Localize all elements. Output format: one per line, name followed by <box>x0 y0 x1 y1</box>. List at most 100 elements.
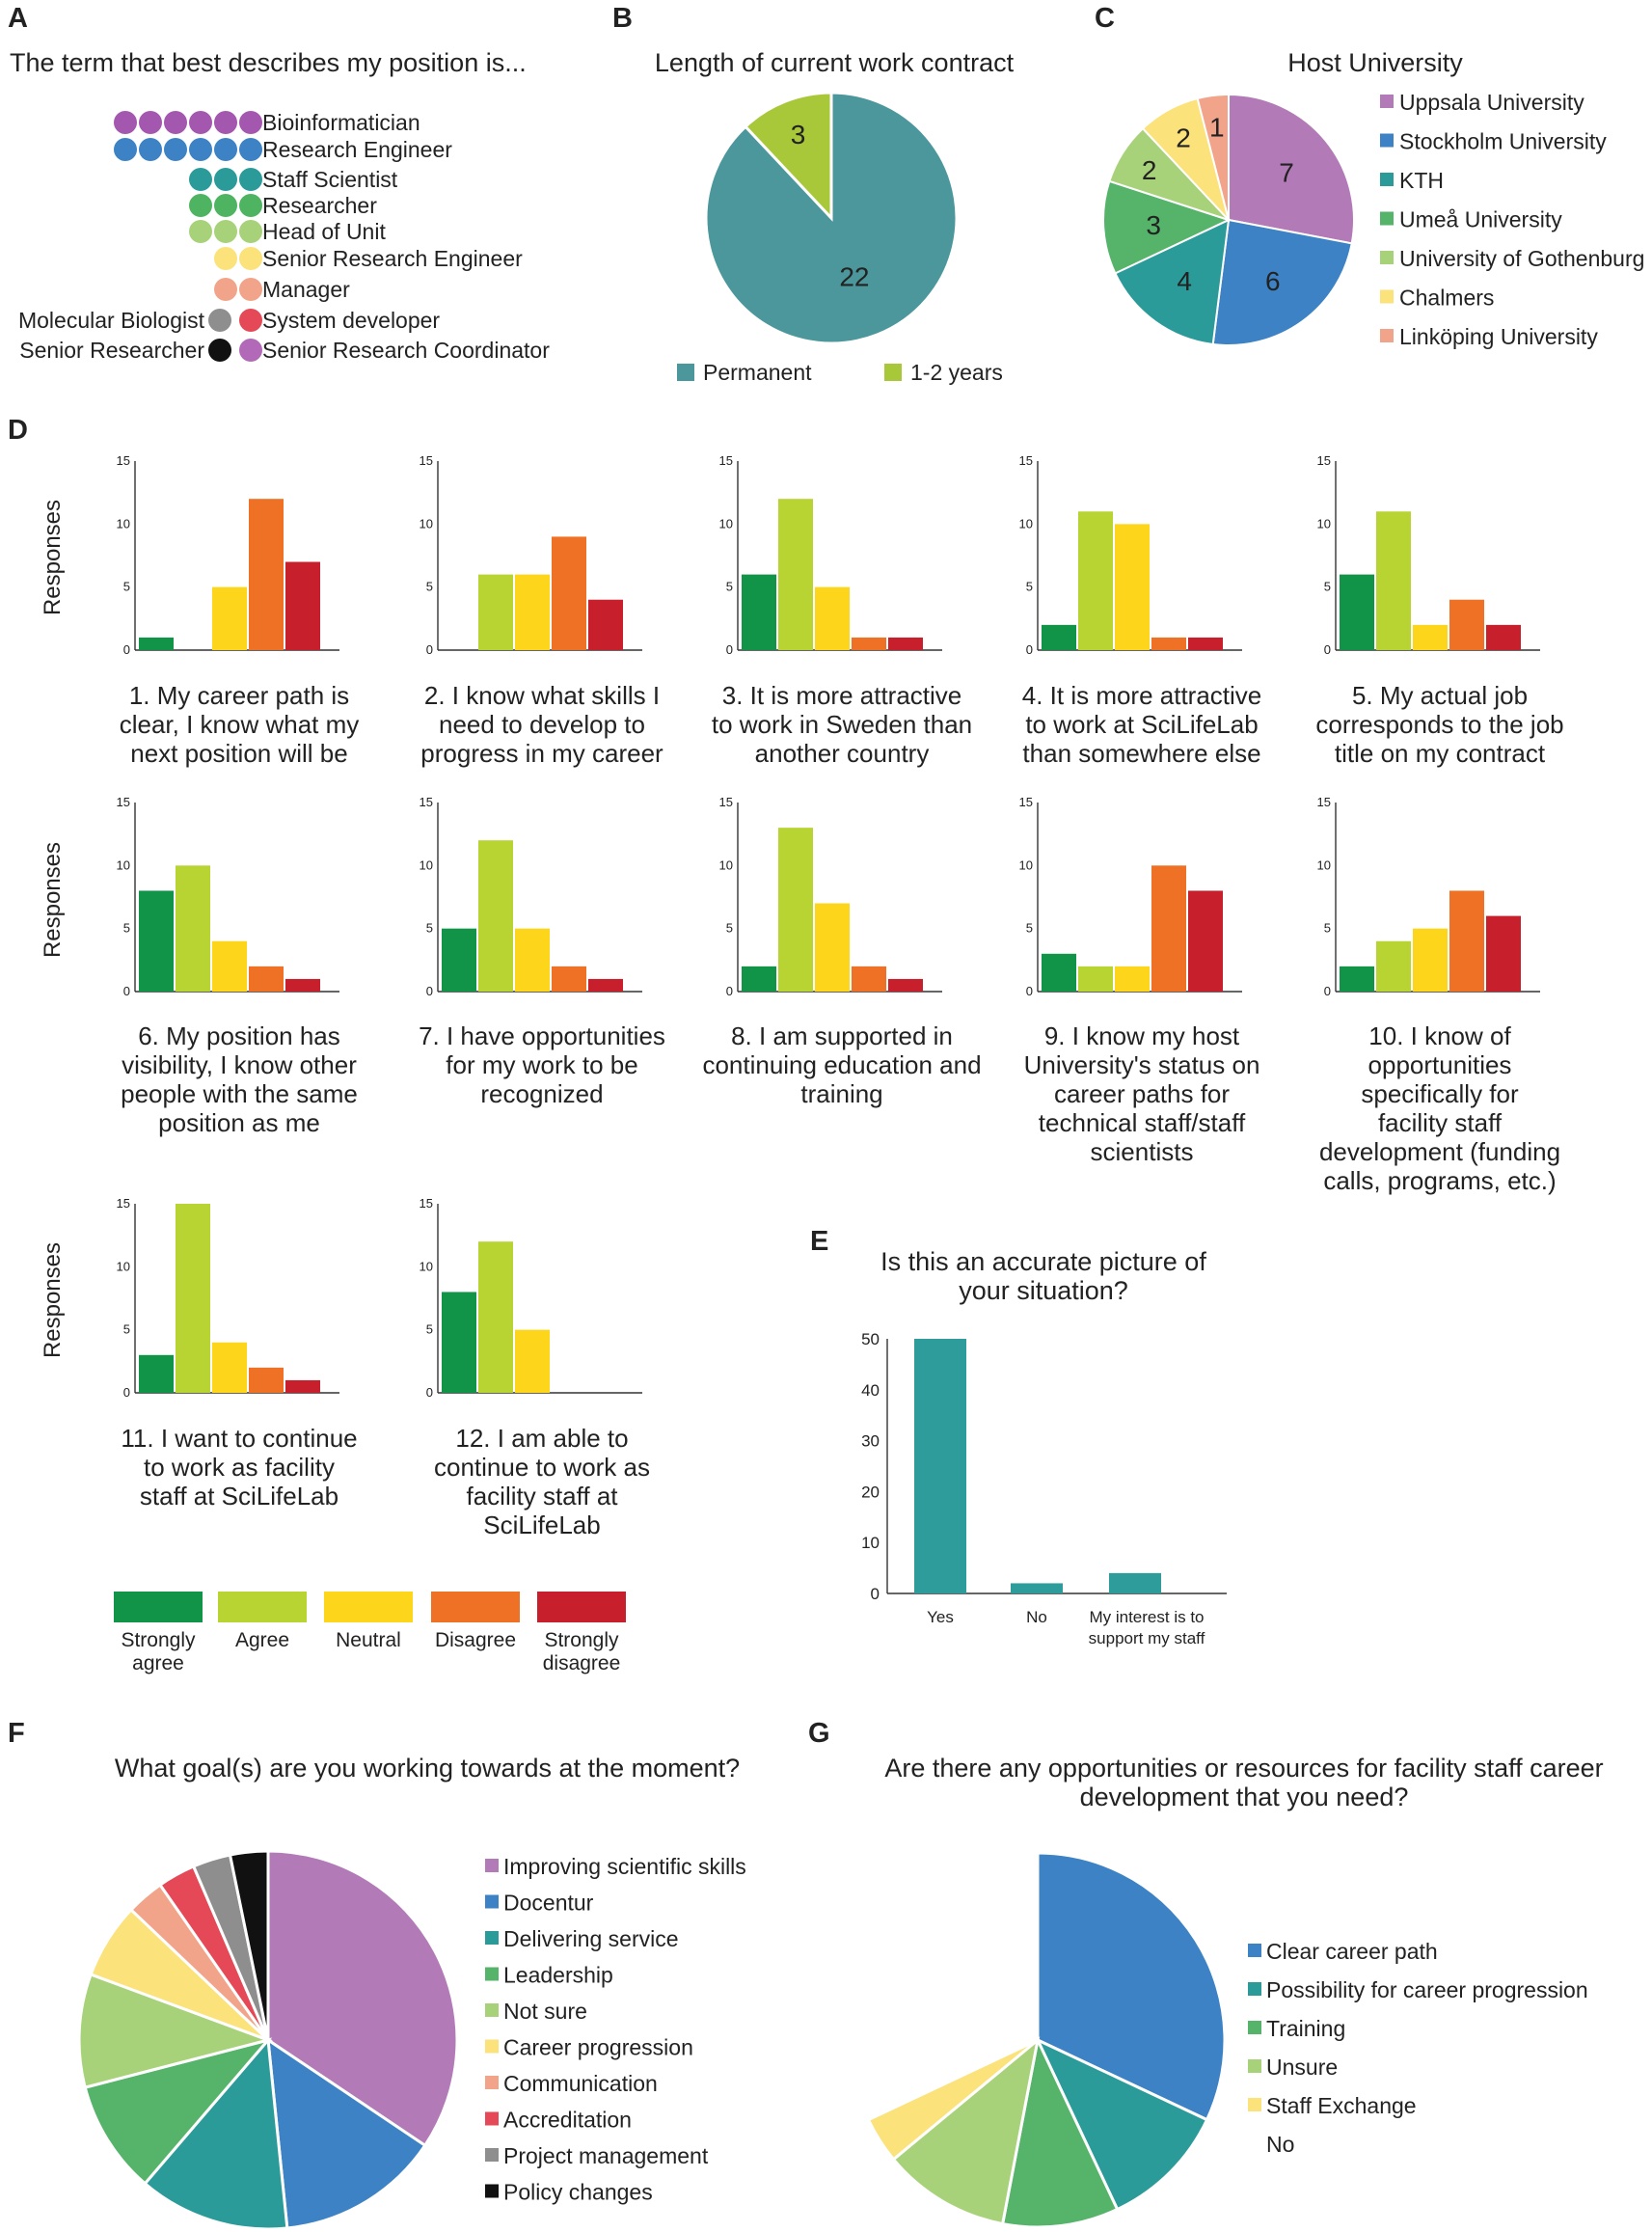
text-line: another country <box>755 739 930 768</box>
position-label: Head of Unit <box>262 219 386 244</box>
legend-swatch <box>485 1931 499 1945</box>
likert-chart-12: 0 5 10 15 12. I am able to continue to work a… <box>420 1196 650 1539</box>
legend-swatch <box>485 1967 499 1981</box>
likert-bar <box>1188 890 1223 992</box>
legend-swatch <box>1380 133 1394 148</box>
text-line: development that you need? <box>1080 1783 1409 1811</box>
legend-swatch <box>485 2039 499 2054</box>
pie-slice <box>228 1849 270 2041</box>
y-tick-label: 5 <box>123 921 130 936</box>
pie-slice <box>866 2038 1039 2162</box>
likert-bar <box>852 966 886 992</box>
text-line: 4. It is more attractive <box>1022 681 1262 710</box>
text-line: to work in Sweden than <box>712 710 972 739</box>
y-tick-label: 10 <box>117 857 130 872</box>
text-line: to work at SciLifeLab <box>1025 710 1258 739</box>
y-tick-label: 0 <box>726 642 733 657</box>
legend-label: Not sure <box>503 1999 587 2024</box>
question-title: 9. I know my host University's status on c… <box>1024 1021 1260 1166</box>
likert-bar <box>139 637 174 650</box>
y-tick-label: 15 <box>117 453 130 468</box>
y-tick-label: 5 <box>426 921 433 936</box>
panel-label-g: G <box>808 1718 830 1749</box>
text-line: than somewhere else <box>1022 739 1260 768</box>
text-line: Are there any opportunities or resources… <box>884 1754 1603 1783</box>
slice-value-label: 1 <box>1209 112 1225 142</box>
response-bar <box>1109 1572 1161 1593</box>
text-line: My interest is to <box>1089 1608 1204 1626</box>
likert-bar <box>588 599 623 650</box>
text-line: need to develop to <box>439 710 645 739</box>
position-label: Staff Scientist <box>262 167 398 192</box>
y-tick-label: 10 <box>719 857 733 872</box>
likert-bar <box>1413 928 1448 992</box>
position-dot <box>189 220 212 243</box>
likert-bar <box>1078 966 1113 992</box>
legend-swatch <box>114 1592 203 1622</box>
position-dot <box>239 168 262 191</box>
panel-label-d: D <box>8 415 28 446</box>
legend-label: KTH <box>1399 168 1444 193</box>
likert-bar <box>1188 637 1223 650</box>
y-tick-label: 20 <box>861 1483 880 1501</box>
legend-label: Stockholm University <box>1399 129 1607 154</box>
position-dot <box>239 309 262 332</box>
position-dot <box>114 111 137 134</box>
legend-swatch <box>677 364 694 381</box>
likert-bar <box>1115 966 1150 992</box>
text-line: 1. My career path is <box>129 681 349 710</box>
slice-value-label: 3 <box>791 120 806 150</box>
y-tick-label: 0 <box>426 1385 433 1400</box>
y-tick-label: 10 <box>420 1259 433 1273</box>
slice-value-label: 4 <box>1177 266 1192 296</box>
text-line: Strongly <box>544 1629 619 1651</box>
likert-bar <box>139 1354 174 1393</box>
position-dot <box>208 339 231 362</box>
legend-swatch <box>218 1592 307 1622</box>
slice-value-label: 3 <box>1146 210 1161 240</box>
y-tick-label: 5 <box>426 580 433 594</box>
likert-bar <box>515 1329 550 1393</box>
likert-bar <box>478 840 513 992</box>
likert-bar <box>742 574 776 650</box>
likert-bar <box>1042 953 1076 992</box>
response-bar <box>914 1339 966 1593</box>
likert-bar <box>285 1379 320 1393</box>
legend-swatch <box>1248 1982 1261 1996</box>
legend-label: Docentur <box>503 1891 594 1916</box>
text-line: scientists <box>1091 1137 1194 1166</box>
likert-bar <box>478 1241 513 1393</box>
legend-swatch <box>324 1592 413 1622</box>
y-tick-label: 10 <box>1019 516 1033 531</box>
y-tick-label: 50 <box>861 1330 880 1348</box>
y-tick-label: 5 <box>726 580 733 594</box>
position-dot <box>239 111 262 134</box>
likert-bar <box>1151 865 1186 992</box>
position-dot <box>214 138 237 161</box>
position-dot <box>239 278 262 301</box>
y-tick-label: 0 <box>1324 984 1331 998</box>
position-dot <box>164 111 187 134</box>
panel-f-pie-chart: Improving scientific skills Docentur Deliv… <box>77 1849 746 2231</box>
likert-bar <box>442 928 476 992</box>
y-tick-label: 10 <box>1317 857 1331 872</box>
likert-chart-3: 0 5 10 15 3. It is more attractive to work in… <box>712 453 972 768</box>
legend-swatch <box>485 2184 499 2198</box>
likert-bar <box>285 978 320 992</box>
y-tick-label: 0 <box>123 642 130 657</box>
question-title: 7. I have opportunities for my work to be… <box>419 1021 665 1108</box>
question-title: 3. It is more attractive to work in Swede… <box>712 681 972 768</box>
position-label: Research Engineer <box>262 137 452 162</box>
likert-bar <box>285 561 320 650</box>
y-tick-label: 5 <box>1026 921 1033 936</box>
question-title: 11. I want to continue to work as facilit… <box>121 1424 357 1511</box>
legend-label: 1-2 years <box>910 360 1003 385</box>
likert-bar <box>249 1367 284 1393</box>
panel-label-a: A <box>8 3 28 34</box>
legend-label: Training <box>1266 2016 1345 2041</box>
likert-bar <box>176 1204 210 1393</box>
legend-label: Clear career path <box>1266 1939 1438 1964</box>
text-line: recognized <box>480 1079 603 1108</box>
legend-swatch <box>1380 211 1394 226</box>
